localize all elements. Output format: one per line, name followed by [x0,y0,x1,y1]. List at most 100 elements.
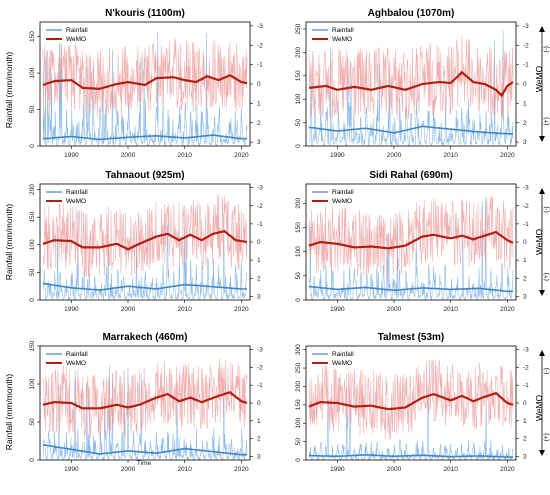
wemo-pos-sign: (+) [543,433,550,441]
ylabel-left-text: Rainfall (mm/month) [4,204,14,281]
wemo-tick-label: -2 [257,203,263,210]
legend: Rainfall WeMO [46,351,88,367]
xlabel-text: Time [137,460,152,467]
wemo-pos-sign-text: (+) [543,273,550,281]
wemo-direction-arrow: (-) (+) [539,26,550,142]
wemo-tick-label: 0 [523,239,527,246]
legend: Rainfall WeMO [46,189,88,205]
rainfall-raw-line [42,32,248,147]
x-tick-label: 1990 [64,306,79,313]
wemo-pos-sign: (+) [543,117,550,125]
y-tick-label: 50 [29,268,36,276]
wemo-tick-label: 1 [523,100,527,107]
wemo-tick-label: 3 [523,139,527,146]
wemo-tick-label: -1 [257,382,263,389]
wemo-tick-label: 0 [257,81,261,88]
y-tick-label: 200 [295,381,302,392]
wemo-tick-label: 2 [257,275,261,282]
panel-title: Aghbalou (1070m) [368,8,455,19]
legend-rainfall-label: Rainfall [66,351,88,358]
wemo-tick-label: 1 [523,418,527,425]
y-tick-label: 150 [295,70,302,81]
legend-wemo-label: WeMO [332,36,352,43]
wemo-tick-label: 1 [257,100,261,107]
rainfall-smooth-line [309,454,513,458]
wemo-tick-label: -3 [523,23,529,30]
wemo-tick-label: 3 [257,293,261,300]
chart-panel-2: Aghbalou (1070m) 0 50 100 150 200 250 3 2 1 0 -1 -2 -… [295,8,550,159]
wemo-neg-sign-text: (-) [543,368,550,375]
x-tick-label: 2010 [177,306,192,313]
wemo-tick-label: -3 [257,185,263,192]
rainfall-smooth-line [42,444,247,456]
legend-rainfall-label: Rainfall [66,27,88,34]
wemo-smooth-line [42,74,248,90]
ylabel-left-text: Rainfall (mm/month) [4,374,14,451]
wemo-tick-label: -2 [523,203,529,210]
wemo-direction-arrow: (-) (+) [539,350,550,456]
rainfall-raw-line [308,373,514,461]
wemo-tick-label: 3 [257,453,261,460]
arrow-down-head [539,290,545,296]
left-ylabel-mid: Rainfall (mm/month) [4,204,14,281]
x-tick-label: 2010 [443,306,458,313]
ylabel-left-text: Rainfall (mm/month) [4,52,14,129]
rainfall-raw-line [308,196,514,301]
y-tick-label: 150 [295,222,302,233]
y-tick-label: 100 [29,239,36,250]
x-tick-label: 2020 [234,152,249,159]
rainfall-smooth-line [308,285,513,293]
y-tick-label: 200 [295,47,302,58]
x-tick-label: 2020 [234,306,249,313]
panel-title: Marrakech (460m) [102,332,187,343]
left-ylabel-bot: Rainfall (mm/month) [4,374,14,451]
wemo-tick-label: 2 [523,436,527,443]
panel-title: Sidi Rahal (690m) [369,170,452,181]
panel-title: Tahnaout (925m) [105,170,184,181]
x-tick-label: 2020 [500,306,515,313]
wemo-tick-label: 0 [257,400,261,407]
wemo-tick-label: -2 [523,42,529,49]
wemo-pos-sign-text: (+) [543,433,550,441]
y-tick-label: 150 [29,211,36,222]
chart-panel-3: Tahnaout (925m) 0 50 100 150 200 3 2 1 0 -1 -2 -3 199… [29,170,263,313]
x-tick-label: 1990 [330,306,345,313]
legend-rainfall-label: Rainfall [332,351,354,358]
chart-panel-4: Sidi Rahal (690m) 0 50 100 150 200 3 2 1 0 -1 -2 -3 1… [295,170,550,313]
left-ylabel-top: Rainfall (mm/month) [4,52,14,129]
ylabel-right-text: WeMO [534,65,544,92]
y-tick-label: 50 [295,272,302,280]
legend: Rainfall WeMO [46,27,88,43]
y-tick-label: 200 [295,198,302,209]
rainfall-raw-line [308,30,514,147]
y-tick-label: 100 [29,378,36,389]
wemo-raw-line [308,359,514,440]
x-tick-label: 2000 [387,152,402,159]
wemo-pos-sign-text: (+) [543,117,550,125]
wemo-tick-label: -3 [523,347,529,354]
wemo-tick-label: -1 [257,221,263,228]
wemo-tick-label: 0 [257,239,261,246]
x-tick-label: 2010 [443,152,458,159]
legend-rainfall-label: Rainfall [332,27,354,34]
x-tick-label: 1990 [64,466,79,473]
legend-wemo-label: WeMO [332,198,352,205]
wemo-raw-line [308,36,514,121]
rainfall-raw-line [42,204,248,301]
wemo-direction-arrow: (-) (+) [539,188,550,296]
x-tick-label: 1990 [330,466,345,473]
arrow-up-head [539,188,545,194]
x-tick-label: 2000 [121,466,136,473]
legend: Rainfall WeMO [312,189,354,205]
wemo-smooth-line [42,391,248,410]
x-tick-label: 1990 [64,152,79,159]
y-tick-label: 200 [29,184,36,195]
legend: Rainfall WeMO [312,27,354,43]
wemo-tick-label: -3 [523,185,529,192]
y-tick-label: 150 [29,31,36,42]
wemo-tick-label: -1 [523,221,529,228]
wemo-raw-line [42,358,248,439]
y-tick-label: 0 [295,298,302,302]
